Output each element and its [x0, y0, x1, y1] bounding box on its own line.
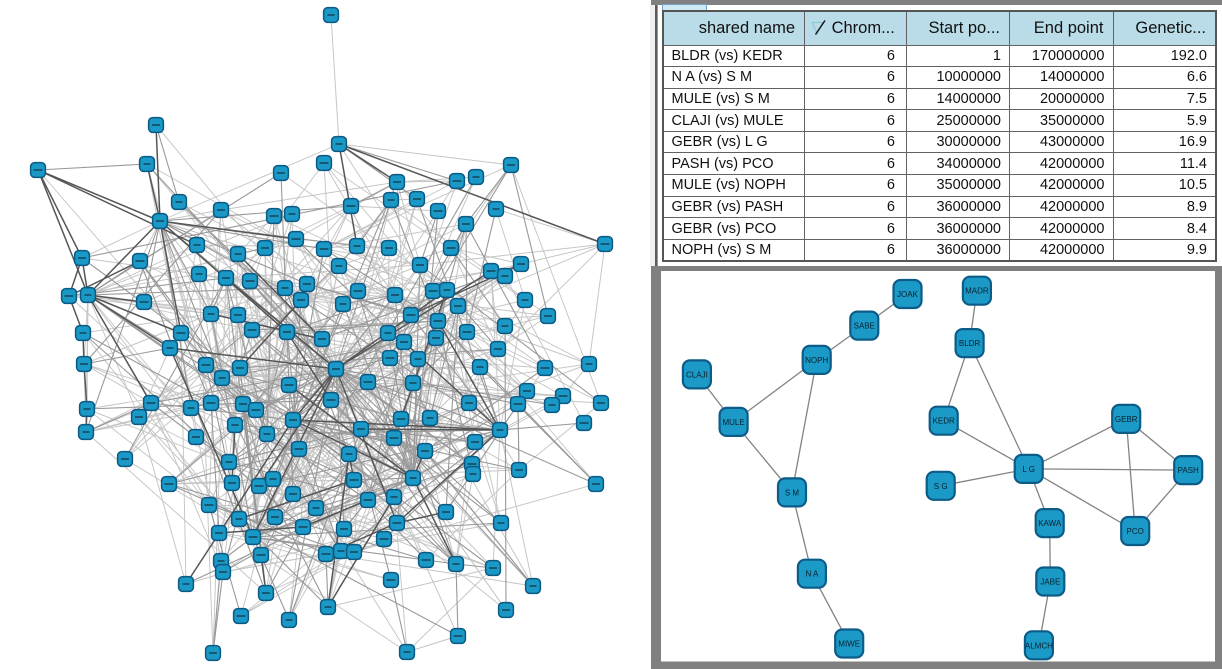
svg-text:NOPH: NOPH	[805, 356, 828, 365]
svg-text:KAWA: KAWA	[1038, 519, 1062, 528]
svg-text:CLAJI: CLAJI	[686, 370, 708, 379]
svg-text:PCO: PCO	[1126, 527, 1143, 536]
svg-text:SABE: SABE	[853, 322, 874, 331]
svg-text:PASH: PASH	[1177, 466, 1198, 475]
svg-text:MULE: MULE	[722, 418, 744, 427]
svg-text:S G: S G	[933, 482, 947, 491]
svg-text:MIWE: MIWE	[838, 640, 860, 649]
svg-text:BLDR: BLDR	[958, 339, 980, 348]
svg-text:ALMCH: ALMCH	[1024, 641, 1052, 650]
svg-text:GEBR: GEBR	[1114, 415, 1137, 424]
svg-text:S M: S M	[784, 488, 799, 497]
svg-text:JABE: JABE	[1040, 578, 1060, 587]
svg-text:N A: N A	[805, 570, 819, 579]
svg-text:L G: L G	[1022, 465, 1035, 474]
svg-text:MADR: MADR	[965, 287, 989, 296]
svg-text:KEDR: KEDR	[932, 417, 954, 426]
svg-text:JOAK: JOAK	[897, 290, 919, 299]
